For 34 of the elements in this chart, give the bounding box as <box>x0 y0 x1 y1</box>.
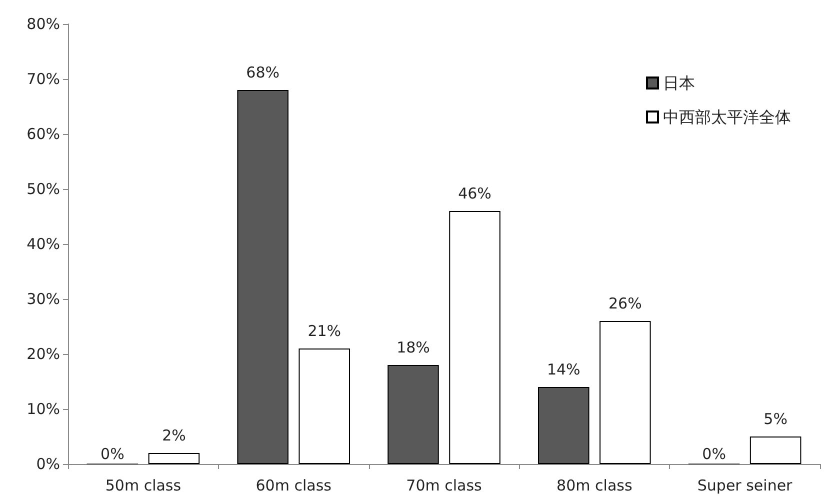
data-label: 0% <box>702 445 726 463</box>
x-tick-label: 70m class <box>406 476 482 494</box>
bar <box>148 453 200 464</box>
data-label: 18% <box>396 338 430 356</box>
x-tick-label: 50m class <box>105 476 182 494</box>
y-tick-label: 70% <box>26 70 60 88</box>
x-tick-label: 80m class <box>556 476 632 494</box>
y-tick-label: 30% <box>26 290 60 308</box>
y-tick-label: 80% <box>26 15 60 33</box>
legend-label: 中西部太平洋全体 <box>663 108 791 126</box>
bar <box>298 348 350 464</box>
bar <box>388 365 439 464</box>
y-tick-label: 60% <box>26 125 60 143</box>
y-tick-label: 0% <box>36 455 60 473</box>
data-label: 21% <box>308 322 342 340</box>
data-label: 68% <box>246 64 280 82</box>
x-tick-label: 60m class <box>256 476 332 494</box>
y-tick-label: 10% <box>26 400 60 418</box>
y-tick-label: 20% <box>26 345 60 363</box>
data-label: 14% <box>546 360 580 378</box>
legend-label: 日本 <box>663 74 695 92</box>
data-label: 46% <box>458 184 492 202</box>
y-tick-label: 50% <box>26 180 60 198</box>
bar <box>538 387 590 464</box>
bar <box>237 90 288 464</box>
bar <box>449 211 500 464</box>
y-tick-label: 40% <box>26 235 60 253</box>
bar <box>750 436 802 464</box>
bar <box>600 321 651 464</box>
data-label: 26% <box>608 294 642 312</box>
data-label: 0% <box>100 445 124 463</box>
data-label: 5% <box>764 410 788 428</box>
x-tick-label: Super seiner <box>697 476 794 494</box>
data-label: 2% <box>162 426 186 444</box>
